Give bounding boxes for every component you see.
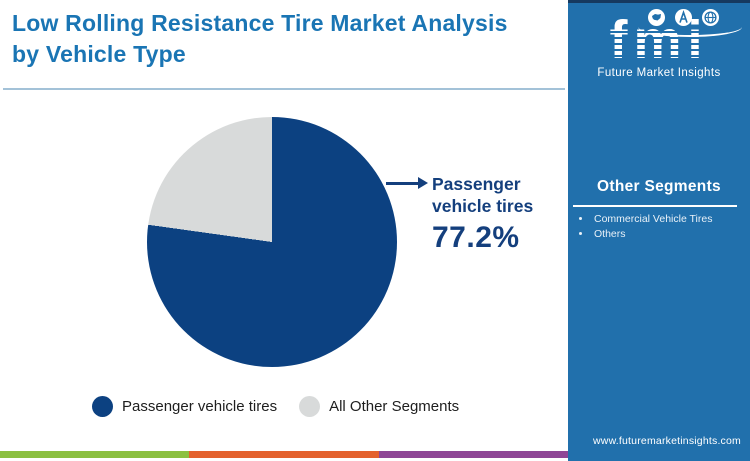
legend-label: Passenger vehicle tires	[122, 398, 278, 415]
map-icon	[648, 9, 665, 26]
website-url: www.futuremarketinsights.com	[593, 435, 741, 447]
callout-arrow-line	[386, 182, 419, 185]
callout-label: Passenger vehicle tires	[432, 174, 534, 216]
fmi-logo: fmi Future Market Insights	[568, 3, 750, 88]
logo-stripes	[596, 27, 722, 65]
strip-segment	[189, 451, 379, 458]
compass-icon	[675, 9, 692, 26]
other-segment-item: Others	[592, 227, 746, 242]
pie-callout: Passenger vehicle tires 77.2%	[432, 173, 562, 255]
other-segments-heading: Other Segments	[597, 178, 721, 195]
legend-swatch	[92, 396, 113, 417]
title-divider	[3, 88, 565, 90]
sidebar: fmi Future Market Insights Other Segment…	[568, 0, 750, 461]
callout-value: 77.2%	[432, 221, 520, 254]
other-segment-item: Commercial Vehicle Tires	[592, 212, 746, 227]
legend-item: Passenger vehicle tires	[92, 396, 277, 417]
legend-label: All Other Segments	[329, 398, 460, 415]
logo-icons	[648, 9, 719, 26]
legend-swatch	[299, 396, 321, 417]
logo-company-name: Future Market Insights	[597, 67, 721, 79]
legend: Passenger vehicle tires All Other Segment…	[92, 396, 459, 417]
page-title: Low Rolling Resistance Tire Market Analy…	[12, 10, 508, 67]
strip-segment	[378, 451, 568, 458]
sidebar-top-accent	[568, 0, 750, 3]
legend-item: All Other Segments	[299, 396, 459, 417]
heading-underline	[573, 205, 737, 207]
callout-arrow-icon	[418, 177, 428, 189]
footer-accent-strip	[0, 451, 568, 458]
other-segments-list: Commercial Vehicle TiresOthers	[592, 212, 746, 242]
strip-segment	[0, 451, 190, 458]
pie-chart	[147, 117, 397, 367]
globe-icon	[702, 9, 719, 26]
